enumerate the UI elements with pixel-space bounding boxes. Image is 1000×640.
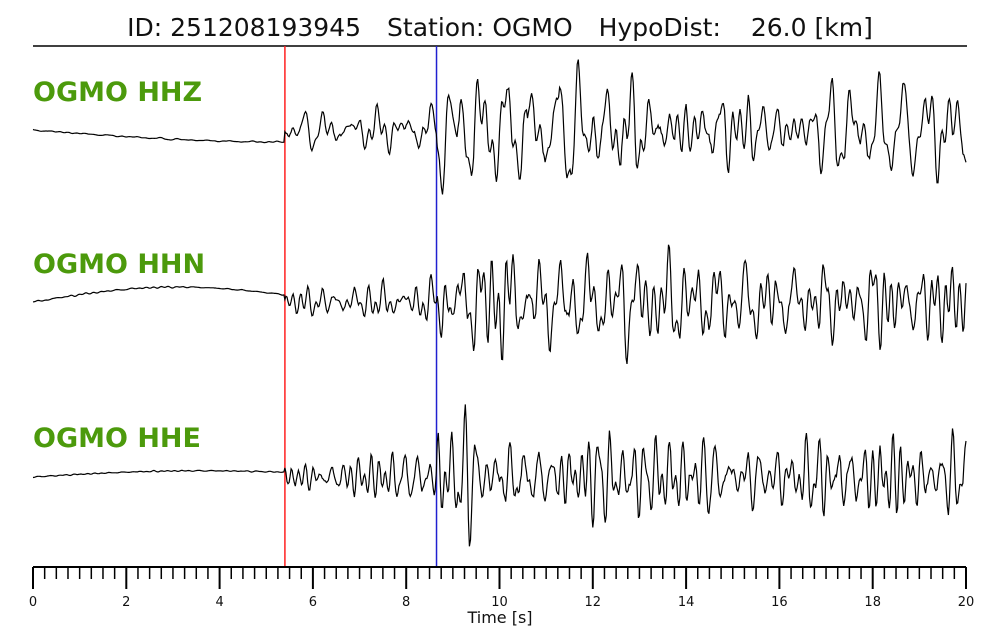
trace-line-hhe (32, 404, 967, 547)
x-tick-label: 4 (215, 595, 223, 610)
x-tick-label: 16 (771, 595, 788, 610)
trace-label-hhz: OGMO HHZ (33, 77, 202, 108)
time-axis: 0 2 4 6 8 10 12 14 16 18 20 (29, 566, 975, 610)
trace-line-hhz (32, 59, 967, 195)
title-hypodist-label: HypoDist: (599, 13, 721, 42)
x-tick-label: 0 (29, 595, 37, 610)
title-id-value: 251208193945 (170, 13, 361, 42)
x-tick-label: 8 (402, 595, 410, 610)
trace-label-hhe: OGMO HHE (33, 423, 201, 454)
title-hypodist-value: 26.0 (751, 13, 807, 42)
title-station-label: Station: (387, 13, 484, 42)
trace-labels: OGMO HHZ OGMO HHN OGMO HHE (33, 77, 205, 454)
x-tick-label: 6 (309, 595, 317, 610)
x-tick-label: 20 (958, 595, 975, 610)
chart-title: ID: 251208193945 Station: OGMO HypoDist: 26.0… (127, 13, 873, 42)
title-hypodist-unit: [km] (815, 13, 873, 42)
trace-label-hhn: OGMO HHN (33, 249, 205, 280)
x-tick-label: 2 (122, 595, 130, 610)
x-tick-label: 18 (864, 595, 881, 610)
x-tick-label: 12 (585, 595, 602, 610)
title-station-value: OGMO (492, 13, 572, 42)
x-tick-label: 14 (678, 595, 695, 610)
waveform-traces (32, 59, 967, 547)
x-tick-label: 10 (491, 595, 508, 610)
title-id-label: ID: (127, 13, 162, 42)
trace-line-hhn (32, 244, 967, 364)
x-axis-label: Time [s] (466, 608, 532, 627)
